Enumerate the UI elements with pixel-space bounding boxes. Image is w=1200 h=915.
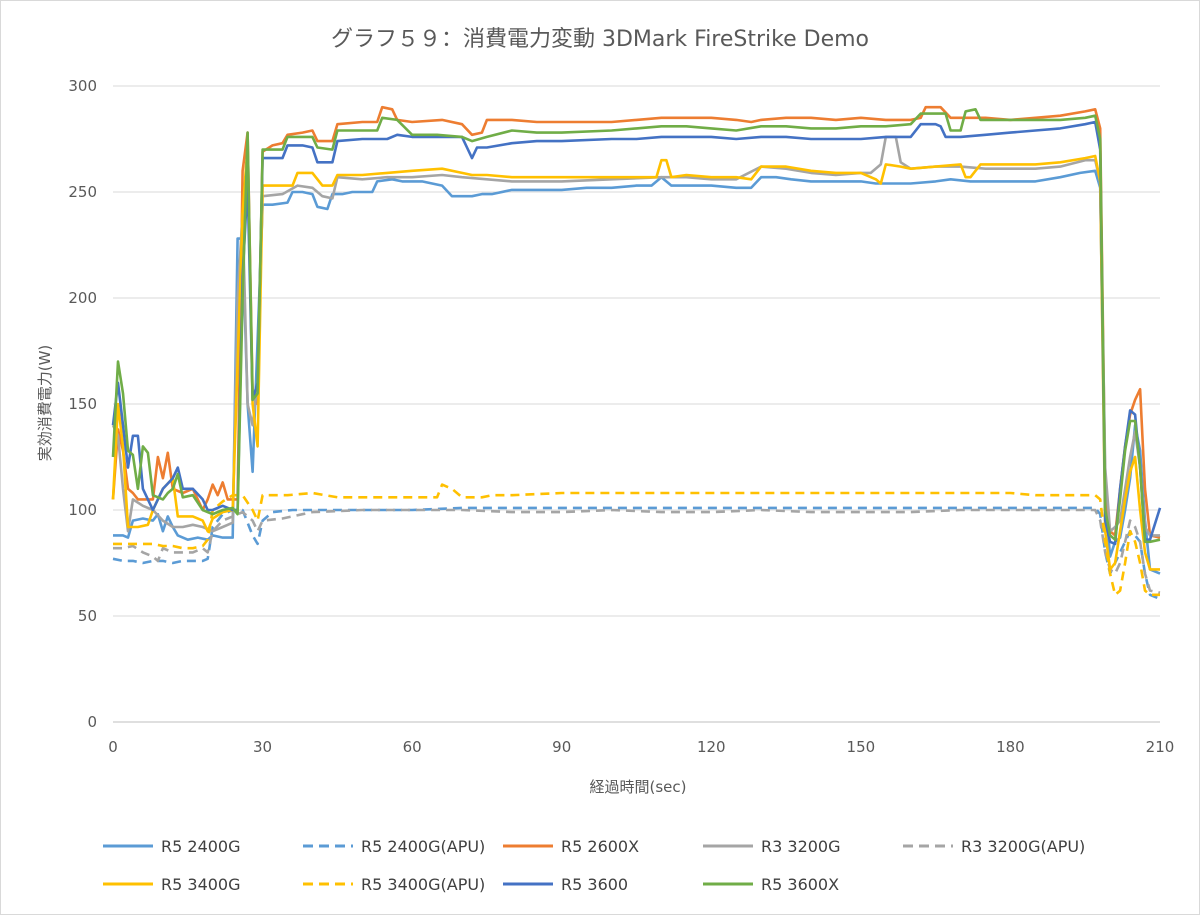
series-line-8	[111, 108, 1161, 544]
series-lines	[111, 105, 1162, 601]
series-line-7	[111, 120, 1162, 546]
x-tick-label: 210	[1146, 738, 1175, 756]
y-tick-label: 200	[68, 289, 97, 307]
x-tick-label: 0	[108, 738, 118, 756]
x-axis-label: 経過時間(sec)	[590, 778, 687, 796]
legend-label: R5 3600X	[761, 875, 839, 894]
x-tick-label: 60	[403, 738, 422, 756]
y-tick-label: 0	[87, 713, 97, 731]
x-tick-label: 120	[697, 738, 726, 756]
series-line-2	[111, 105, 1161, 539]
x-tick-label: 90	[552, 738, 571, 756]
legend-label: R3 3200G	[761, 837, 841, 856]
legend-label: R5 2400G	[161, 837, 241, 856]
chart-title: グラフ５９：消費電力変動 3DMark FireStrike Demo	[331, 27, 869, 52]
x-tick-label: 150	[847, 738, 876, 756]
y-axis-label: 実効消費電力(W)	[36, 345, 54, 462]
y-tick-label: 300	[68, 77, 97, 95]
y-tick-label: 50	[78, 607, 97, 625]
series-line-3	[111, 135, 1160, 537]
x-tick-label: 30	[253, 738, 272, 756]
series-line-5	[111, 144, 1160, 571]
series-line-6	[113, 483, 1160, 597]
legend-label: R3 3200G(APU)	[961, 837, 1085, 856]
y-tick-label: 250	[68, 183, 97, 201]
series-line-0	[113, 169, 1161, 575]
legend: R5 2400G R5 2400G(APU) R5 2600X R3 3200G R3 …	[103, 837, 1085, 894]
series-line-1	[112, 506, 1161, 601]
x-axis-ticks: 0 30 60 90 120 150 180 210	[108, 738, 1174, 756]
x-tick-label: 180	[996, 738, 1025, 756]
y-tick-label: 100	[68, 501, 97, 519]
legend-label: R5 3400G(APU)	[361, 875, 485, 894]
legend-label: R5 3600	[561, 875, 628, 894]
y-tick-label: 150	[68, 395, 97, 413]
series-line-4	[113, 508, 1161, 594]
legend-label: R5 2600X	[561, 837, 639, 856]
legend-label: R5 3400G	[161, 875, 241, 894]
legend-label: R5 2400G(APU)	[361, 837, 485, 856]
y-axis-ticks: 0 50 100 150 200 250 300	[68, 77, 97, 731]
